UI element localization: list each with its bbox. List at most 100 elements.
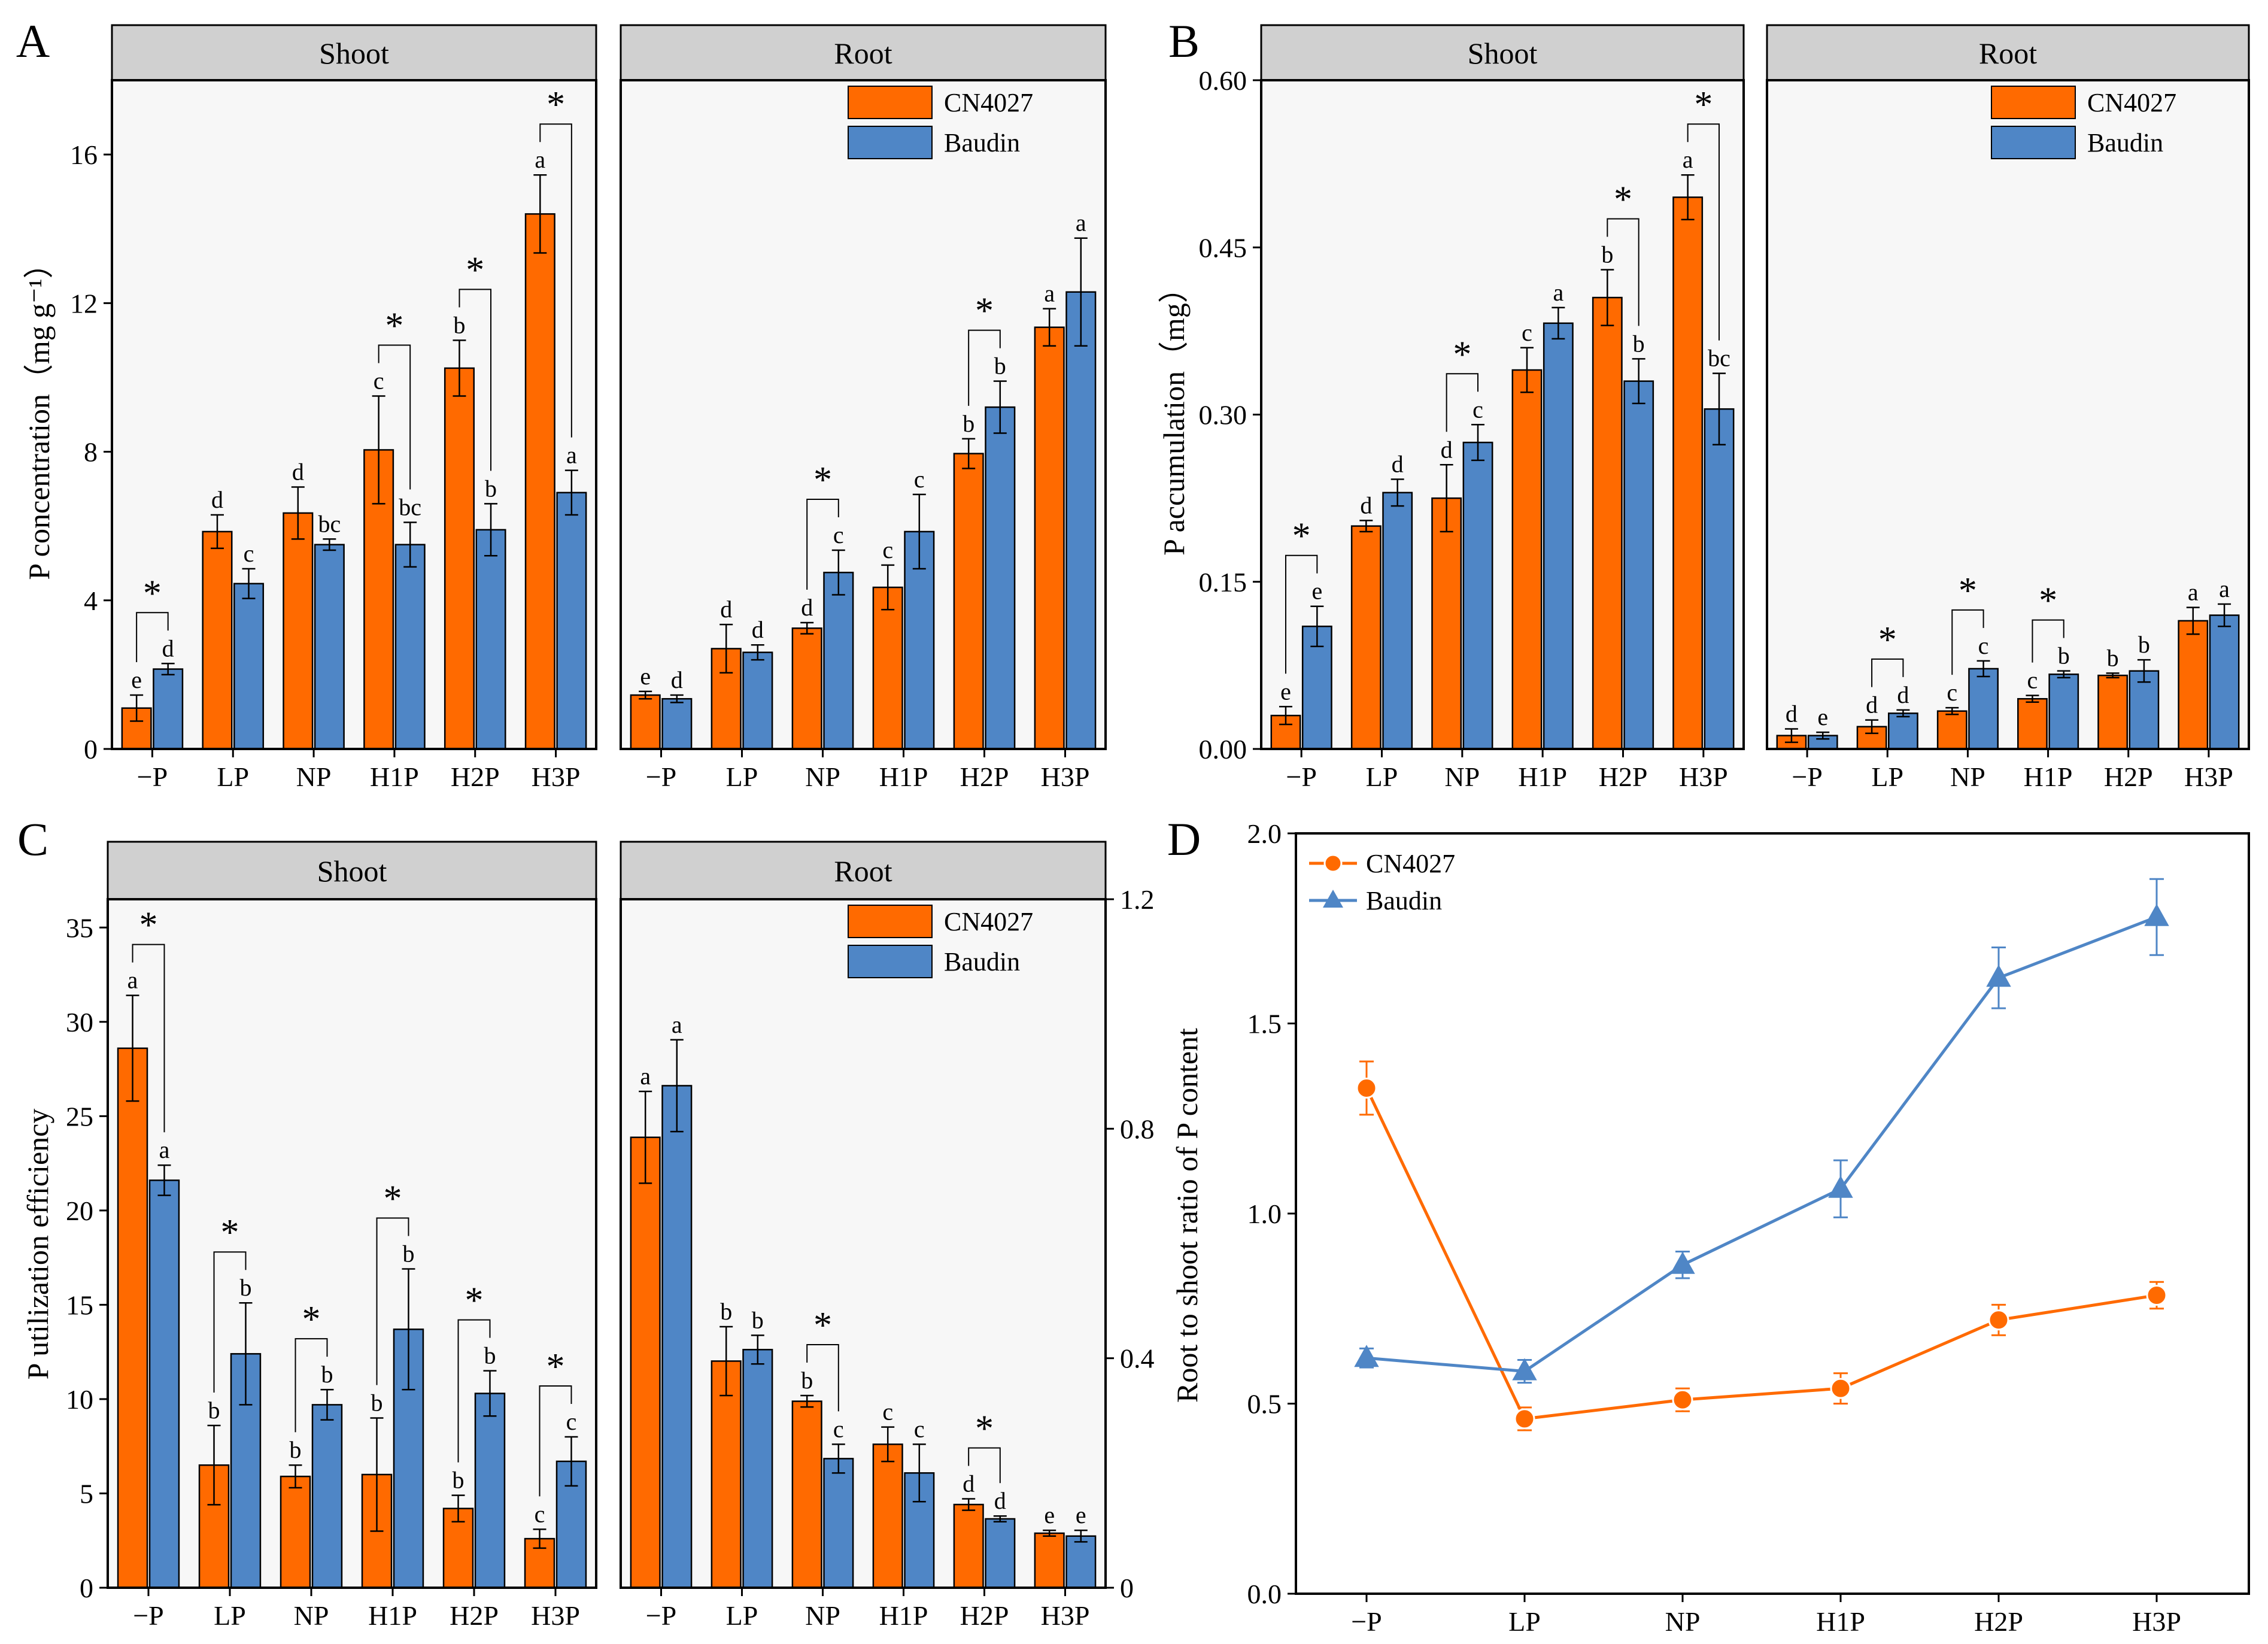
panel-d-frame	[1295, 832, 2250, 1595]
panel-a-root-bar-cn4027-0	[630, 694, 661, 750]
panel-a-shoot-letter-cn4027-2: d	[292, 459, 304, 486]
panel-a-shoot-bar-cn4027-2	[283, 512, 314, 750]
panel-a-root-bar-cn4027-2	[791, 627, 822, 750]
panel-b-shoot-bar-baudin-4	[1623, 380, 1654, 750]
panel-d-legend-label-0: CN4027	[1366, 849, 1455, 878]
panel-d-point-baudin-4	[1986, 964, 2011, 987]
panel-b-root-sig-bracket-3	[2032, 619, 2064, 663]
panel-a-shoot-letter-cn4027-5: a	[535, 146, 545, 173]
panel-d-xtick-label-3: H1P	[1816, 1606, 1865, 1637]
panel-b-root-sig-star-1: *	[1878, 620, 1897, 660]
panel-a-shoot-letter-cn4027-0: e	[131, 666, 142, 693]
panel-d-legend-marker-1	[1323, 890, 1343, 908]
panel-b-root-letter-cn4027-1: d	[1866, 691, 1878, 718]
panel-b-root-xtick-label-2: NP	[1950, 762, 1985, 792]
panel-a-shoot-sig-bracket-3	[378, 344, 411, 490]
panel-c-shoot-letter-baudin-0: a	[159, 1136, 170, 1163]
panel-c-shoot-bar-baudin-4	[474, 1393, 506, 1589]
panel-a-root-xtick-label-3: H1P	[879, 762, 928, 792]
panel-c-shoot-letter-cn4027-4: b	[453, 1467, 464, 1494]
panel-c-legend-label-1: Baudin	[944, 947, 1020, 976]
panel-c-shoot-xtick-label-1: LP	[214, 1600, 246, 1631]
panel-b-root-letter-cn4027-2: c	[1947, 679, 1957, 706]
panel-c-shoot-bar-cn4027-2	[280, 1475, 311, 1589]
panel-c-shoot-frame	[107, 898, 597, 1589]
panel-d-point-cn4027-5	[2146, 1285, 2167, 1306]
panel-b-shoot-sig-star-4: *	[1614, 179, 1632, 220]
panel-b-shoot-xtick-label-4: H2P	[1599, 762, 1648, 792]
panel-c-root-strip	[620, 841, 1107, 900]
panel-b-shoot-letter-cn4027-0: e	[1280, 678, 1291, 705]
panel-a-legend-swatch-1	[848, 126, 933, 159]
panel-a-shoot-bar-cn4027-5	[524, 213, 555, 750]
panel-a-shoot-bar-cn4027-4	[444, 367, 475, 750]
panel-b-shoot-letter-baudin-5: bc	[1708, 345, 1730, 372]
panel-c-shoot-bar-baudin-0	[148, 1179, 180, 1589]
panel-a-root-letter-cn4027-4: b	[963, 410, 974, 437]
panel-a-root-xtick-label-2: NP	[805, 762, 840, 792]
panel-d-point-baudin-2	[1670, 1251, 1695, 1274]
panel-c-root-bar-cn4027-5	[1034, 1532, 1065, 1589]
panel-c-shoot-xtick-label-5: H3P	[531, 1600, 580, 1631]
panel-d-point-baudin-3	[1828, 1175, 1853, 1198]
panel-a-root-xtick-label-4: H2P	[960, 762, 1009, 792]
panel-c-legend-swatch-0	[848, 905, 933, 938]
panel-c-root-plot-area	[621, 899, 1106, 1588]
panel-d-ytick-label-1: 0.5	[1247, 1389, 1282, 1419]
panel-b-shoot-letter-baudin-0: e	[1311, 578, 1322, 605]
panel-a-root-bar-cn4027-4	[953, 453, 984, 750]
panel-c-root-letter-cn4027-5: e	[1044, 1502, 1055, 1528]
panel-d-legend-label-1: Baudin	[1366, 886, 1442, 915]
panel-b-root-frame	[1766, 79, 2250, 750]
panel-a-shoot-sig-star-0: *	[143, 573, 162, 614]
panel-a-root-bar-baudin-1	[742, 651, 773, 750]
panel-a-shoot-strip-label: Shoot	[319, 37, 389, 70]
panel-c-shoot-bar-baudin-2	[311, 1404, 343, 1589]
panel-b-root-letter-baudin-4: b	[2138, 631, 2150, 658]
panel-c-shoot-sig-star-4: *	[465, 1281, 484, 1321]
panel-c-ylabel: P utilization efficiency	[21, 1109, 54, 1380]
panel-c-shoot-sig-bracket-1	[213, 1251, 247, 1393]
panel-a-shoot-sig-bracket-0	[136, 612, 169, 663]
panel-a-root-bar-cn4027-3	[872, 586, 903, 750]
panel-c-shoot-letter-baudin-2: b	[321, 1361, 333, 1388]
panel-c-root-sig-star-4: *	[975, 1408, 994, 1449]
panel-a-ylabel: P concentration（mg g⁻¹）	[22, 248, 56, 580]
panel-b-shoot-xtick-label-3: H1P	[1518, 762, 1567, 792]
panel-b-root-strip	[1766, 24, 2250, 81]
panel-d-point-cn4027-3	[1830, 1378, 1851, 1399]
panel-b-root-sig-star-2: *	[1959, 571, 1977, 611]
panel-b-shoot-sig-star-0: *	[1292, 516, 1311, 557]
panel-b-shoot-sig-bracket-0	[1285, 554, 1318, 674]
panel-c-root-letter-cn4027-4: d	[963, 1470, 974, 1497]
panel-c-shoot-sig-bracket-2	[294, 1338, 328, 1433]
panel-a-root-letter-cn4027-5: a	[1044, 280, 1055, 307]
panel-c-shoot-sig-bracket-4	[457, 1319, 491, 1463]
panel-b-root-strip-label: Root	[1979, 37, 2037, 70]
panel-d-xtick-label-0: −P	[1351, 1606, 1382, 1637]
panel-c-root-xtick-label-5: H3P	[1041, 1600, 1090, 1631]
panel-b-shoot-xtick-label-1: LP	[1366, 762, 1398, 792]
panel-c-legend-swatch-1	[848, 945, 933, 978]
panel-a-legend-swatch-0	[848, 86, 933, 119]
panel-b-shoot-xtick-label-2: NP	[1444, 762, 1480, 792]
panel-c-shoot-sig-star-5: *	[546, 1346, 565, 1387]
panel-d-line-cn4027	[1365, 1087, 2157, 1421]
panel-c-shoot-letter-cn4027-5: c	[535, 1500, 545, 1527]
panel-c-root-bar-cn4027-1	[711, 1360, 742, 1589]
panel-d-letter: D	[1167, 813, 1201, 865]
panel-b-shoot-sig-bracket-4	[1607, 218, 1639, 326]
panel-c-root-xtick-label-1: LP	[726, 1600, 758, 1631]
panel-c-shoot-letter-cn4027-1: b	[208, 1397, 220, 1424]
panel-b-root-letter-cn4027-4: b	[2107, 644, 2119, 671]
panel-b-legend-swatch-0	[1991, 86, 2076, 119]
panel-b-root-xtick-label-3: H1P	[2024, 762, 2073, 792]
panel-b-shoot-letter-cn4027-2: d	[1441, 436, 1453, 463]
panel-a-shoot-letter-baudin-1: c	[244, 540, 254, 567]
panel-a-shoot-sig-star-4: *	[466, 250, 484, 290]
panel-c-shoot-sig-star-0: *	[139, 905, 158, 946]
panel-c-legend-label-0: CN4027	[944, 907, 1033, 936]
panel-c-shoot-sig-star-1: *	[221, 1212, 239, 1253]
panel-b-root-bar-baudin-3	[2048, 674, 2079, 750]
panel-a-letter: A	[16, 15, 50, 67]
